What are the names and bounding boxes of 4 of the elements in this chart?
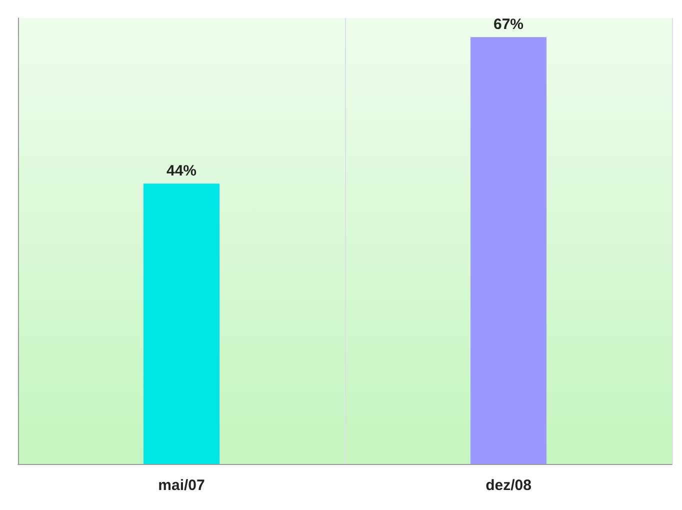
data-label: 44% [166,162,197,180]
x-tick-label: mai/07 [158,477,205,494]
data-label: 67% [493,16,524,34]
x-tick-label: dez/08 [486,477,532,494]
